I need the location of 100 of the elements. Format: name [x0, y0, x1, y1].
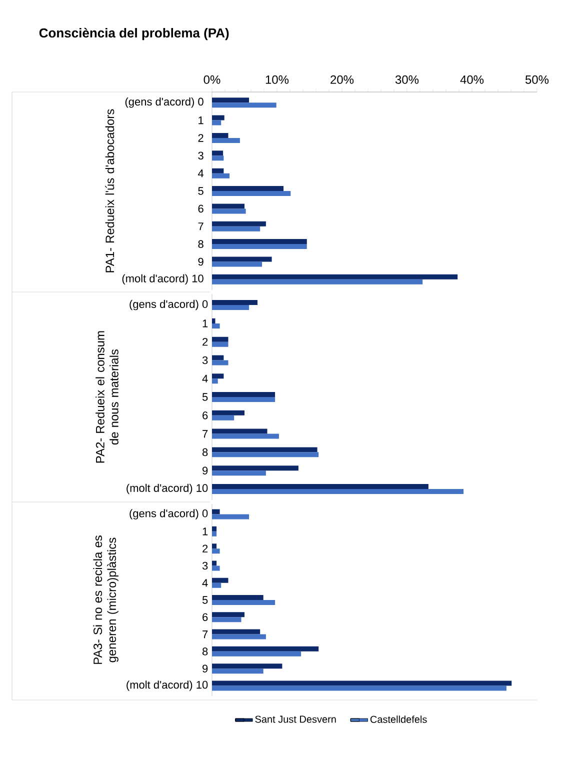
- bar: [212, 342, 228, 347]
- bar: [212, 374, 224, 379]
- y-tick-label: 9: [198, 258, 204, 266]
- bar: [212, 617, 242, 622]
- y-tick-label: (molt d'acord) 10: [122, 274, 204, 285]
- bar: [212, 651, 302, 656]
- bar: [212, 355, 224, 360]
- bar: [212, 204, 244, 209]
- bar: [212, 634, 266, 640]
- y-tick-label: 1: [202, 320, 208, 328]
- bar: [212, 415, 234, 420]
- bar: [212, 664, 282, 669]
- y-tick-label: 6: [198, 204, 204, 213]
- y-tick-label: 3: [198, 152, 204, 160]
- y-tick-label: (molt d'acord) 10: [126, 680, 208, 691]
- bar: [212, 115, 224, 120]
- bar: [212, 428, 268, 434]
- x-tick-label: 10%: [266, 75, 289, 84]
- y-tick-label: 2: [202, 544, 208, 552]
- legend-label: Castelldefels: [370, 716, 427, 723]
- y-tick-label: 2: [198, 134, 204, 142]
- bar: [212, 336, 228, 342]
- bar: [212, 208, 246, 214]
- bar: [212, 484, 428, 489]
- bar: [212, 318, 216, 324]
- bar: [212, 138, 240, 143]
- y-tick-label: 1: [202, 528, 208, 536]
- x-tick-label: 20%: [330, 75, 354, 84]
- y-tick-label: (gens d'acord) 0: [130, 509, 208, 520]
- bar: [212, 686, 506, 691]
- y-axis-title: PA2- Redueix el consum de nous materials: [96, 331, 118, 463]
- bar: [212, 244, 307, 250]
- y-tick-label: 4: [202, 579, 208, 587]
- bar: [212, 470, 266, 476]
- y-tick-label: 1: [198, 116, 204, 124]
- bar: [212, 488, 464, 494]
- y-tick-label: 7: [202, 630, 208, 638]
- bar: [212, 566, 220, 571]
- bar: [212, 514, 250, 520]
- bar: [212, 239, 307, 244]
- bar: [212, 548, 220, 554]
- bar: [212, 434, 279, 439]
- bar: [212, 226, 260, 232]
- bar: [212, 279, 423, 284]
- bar: [212, 102, 276, 108]
- y-tick-label: 5: [202, 596, 208, 604]
- bar: [212, 531, 217, 536]
- bar: [212, 168, 224, 174]
- y-tick-label: 7: [202, 430, 208, 438]
- x-tick-label: 30%: [395, 75, 419, 84]
- bar: [212, 612, 244, 618]
- bar: [212, 323, 220, 328]
- y-tick-label: 8: [202, 448, 208, 456]
- y-tick-label: 3: [202, 562, 208, 570]
- bar: [212, 578, 228, 583]
- bar: [212, 452, 319, 458]
- bar: [212, 595, 264, 600]
- bar: [212, 410, 244, 416]
- bar: [212, 221, 266, 226]
- bar: [212, 544, 217, 549]
- bar: [212, 120, 222, 126]
- bar: [212, 680, 512, 686]
- bar: [212, 397, 276, 402]
- bar: [212, 582, 222, 588]
- bar: [212, 305, 250, 310]
- bar: [212, 600, 276, 606]
- x-tick-label: 50%: [525, 75, 549, 84]
- bar: [212, 392, 276, 398]
- y-axis-title: PA3- Si no es recicla es generen (micro)plàstics: [93, 536, 118, 664]
- bar: [212, 378, 218, 384]
- bar: [212, 300, 258, 306]
- y-tick-label: 7: [198, 222, 204, 230]
- bar: [212, 360, 228, 366]
- bar: [212, 526, 217, 532]
- y-tick-label: 9: [202, 664, 208, 672]
- legend-label: Sant Just Desvern: [255, 716, 336, 723]
- chart-title: Consciència del problema (PA): [39, 28, 229, 40]
- y-tick-label: 5: [198, 187, 204, 195]
- y-tick-label: 9: [202, 466, 208, 474]
- y-tick-label: 5: [202, 393, 208, 401]
- bar: [212, 156, 224, 161]
- bar: [212, 262, 262, 267]
- bar: [212, 509, 220, 514]
- bar: [212, 560, 217, 566]
- bar: [212, 447, 318, 452]
- y-tick-label: 6: [202, 412, 208, 420]
- y-tick-label: 8: [198, 240, 204, 248]
- y-tick-label: 3: [202, 356, 208, 364]
- y-tick-label: (molt d'acord) 10: [126, 484, 208, 494]
- y-tick-label: (gens d'acord) 0: [130, 300, 208, 310]
- bar: [212, 186, 284, 192]
- y-tick-label: 4: [202, 374, 208, 382]
- y-tick-label: 2: [202, 338, 208, 346]
- y-tick-label: 4: [198, 170, 204, 178]
- y-axis-title: PA1- Redueix l'ús d'abocadors: [105, 109, 114, 272]
- bar: [212, 132, 228, 138]
- y-tick-label: 6: [202, 613, 208, 622]
- bar: [212, 98, 250, 103]
- bar: [212, 668, 264, 674]
- x-tick-label: 0%: [204, 75, 220, 84]
